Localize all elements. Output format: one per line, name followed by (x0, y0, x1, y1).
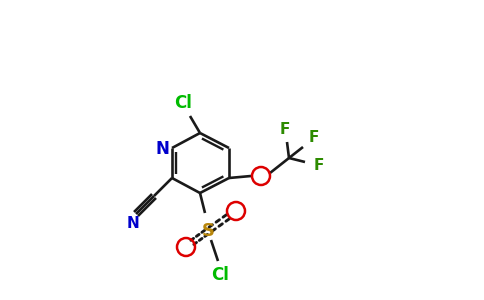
Text: F: F (309, 130, 319, 146)
Text: Cl: Cl (174, 94, 192, 112)
Text: N: N (155, 140, 169, 158)
Text: Cl: Cl (211, 266, 229, 284)
Text: F: F (314, 158, 324, 172)
Text: N: N (127, 217, 139, 232)
Text: F: F (280, 122, 290, 137)
Text: S: S (201, 222, 214, 240)
